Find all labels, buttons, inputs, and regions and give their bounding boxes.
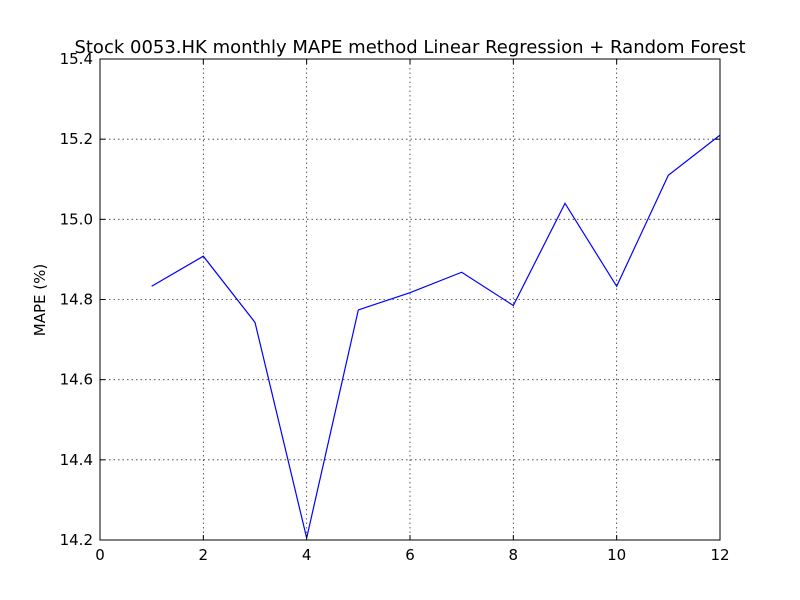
y-tick-label: 14.6 (60, 371, 93, 389)
axis-tick-labels: 0 2 4 6 8 10 12 14.2 14.4 14.6 14.8 15.0 15.2 15.4 (60, 50, 730, 564)
axis-ticks (99, 58, 721, 541)
y-axis-label: MAPE (%) (31, 264, 49, 336)
series-group (151, 134, 721, 539)
x-tick-label: 4 (302, 546, 312, 564)
y-tick-label: 14.8 (60, 291, 93, 309)
y-tick-label: 15.2 (60, 130, 93, 148)
y-tick-label: 15.4 (60, 50, 93, 68)
x-tick-label: 8 (509, 546, 519, 564)
x-tick-label: 2 (199, 546, 209, 564)
chart-title: Stock 0053.HK monthly MAPE method Linear… (74, 37, 745, 58)
series-line (151, 134, 721, 539)
x-tick-label: 0 (95, 546, 105, 564)
x-tick-label: 10 (607, 546, 626, 564)
y-tick-label: 14.2 (60, 531, 93, 549)
y-tick-label: 14.4 (60, 451, 93, 469)
x-tick-label: 12 (710, 546, 729, 564)
grid-lines (99, 58, 721, 541)
x-tick-label: 6 (405, 546, 415, 564)
y-tick-label: 15.0 (60, 210, 93, 228)
